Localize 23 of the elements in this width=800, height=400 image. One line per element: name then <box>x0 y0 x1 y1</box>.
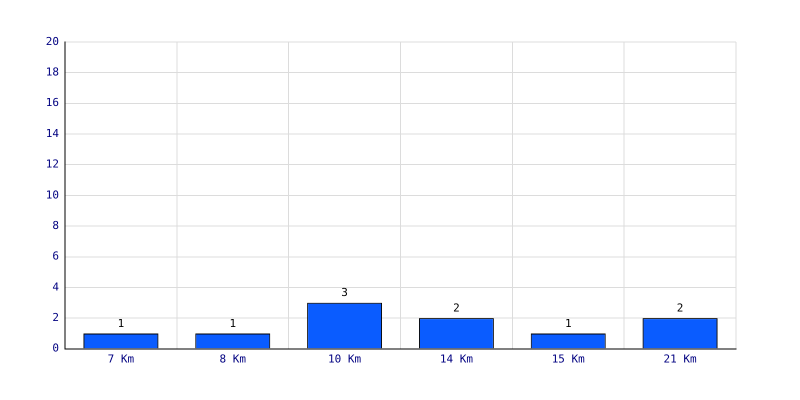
y-tick-label: 2 <box>52 310 59 324</box>
data-label: 3 <box>341 286 348 300</box>
y-tick-label: 10 <box>46 188 59 202</box>
data-label: 2 <box>676 301 684 314</box>
data-label: 1 <box>564 316 572 330</box>
x-tick-label: 10 Km <box>328 352 362 366</box>
y-tick-label: 6 <box>52 250 59 263</box>
data-label: 2 <box>453 301 460 314</box>
y-tick-label: 14 <box>46 126 60 140</box>
x-tick-label: 15 Km <box>552 352 586 366</box>
y-tick-label: 12 <box>46 158 59 171</box>
x-tick-label: 21 Km <box>664 352 698 366</box>
x-tick-label: 8 Km <box>220 352 246 366</box>
y-tick-label: 0 <box>52 342 59 355</box>
data-label: 1 <box>229 316 236 330</box>
y-tick-label: 16 <box>46 96 59 110</box>
y-tick-label: 20 <box>46 34 59 48</box>
y-tick-label: 8 <box>52 218 59 232</box>
data-label: 1 <box>118 316 124 330</box>
x-tick-label: 7 Km <box>108 352 135 366</box>
x-tick-label: 14 Km <box>440 352 474 366</box>
y-tick-label: 18 <box>46 66 59 79</box>
y-tick-label: 4 <box>52 280 60 294</box>
